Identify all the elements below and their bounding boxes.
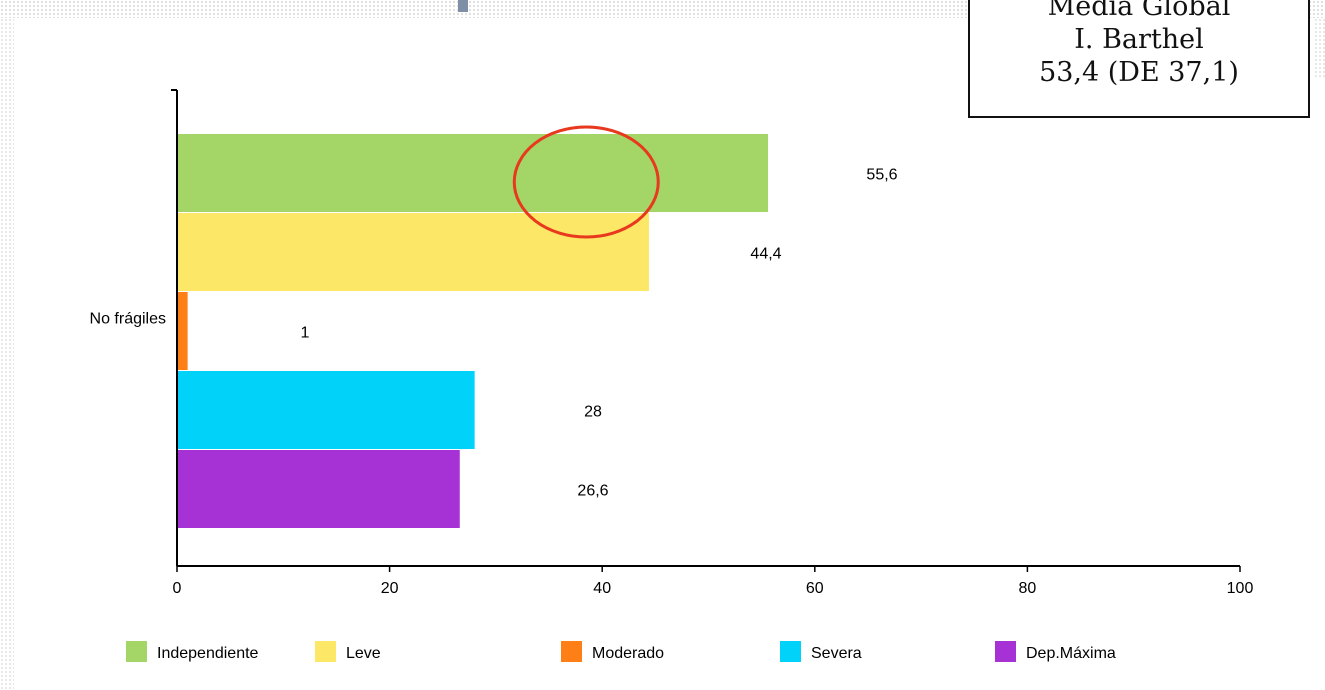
data-label: 44,4: [750, 246, 781, 263]
legend-swatch: [126, 641, 147, 662]
global-mean-box: Media Global I. Barthel 53,4 (DE 37,1): [968, 0, 1310, 118]
global-mean-title: Media Global: [1047, 0, 1231, 22]
category-label: No frágiles: [90, 311, 166, 328]
x-tick-label: 0: [173, 580, 182, 597]
x-tick-label: 80: [1019, 580, 1037, 597]
data-label: 28: [584, 404, 602, 421]
data-labels: 55,6 44,4 1 28 26,6: [301, 167, 898, 500]
x-tick-label: 20: [381, 580, 399, 597]
dotted-left-border: [0, 18, 14, 690]
legend-label: Severa: [811, 645, 862, 662]
x-tick-label: 60: [806, 580, 824, 597]
legend-swatch: [780, 641, 801, 662]
bar-dep-m-xima: [178, 450, 460, 528]
bar-severa: [178, 371, 475, 449]
bar-independiente: [178, 134, 769, 212]
bar-leve: [178, 213, 649, 291]
x-tick-label: 100: [1227, 580, 1254, 597]
dotted-right-border: [1314, 18, 1325, 78]
legend-swatch: [561, 641, 582, 662]
legend-label: Moderado: [592, 645, 664, 662]
legend-swatch: [995, 641, 1016, 662]
bar-series: [178, 134, 769, 528]
data-label: 55,6: [866, 167, 897, 184]
x-axis-ticks: 0 20 40 60 80 100: [173, 566, 1254, 597]
bar-moderado: [178, 292, 188, 370]
legend: Independiente Leve Moderado Severa Dep.Máxim…: [126, 641, 1116, 662]
slide-accent-mark: [458, 0, 468, 12]
legend-label: Independiente: [157, 645, 259, 662]
x-tick-label: 40: [593, 580, 611, 597]
global-mean-value: 53,4 (DE 37,1): [1039, 57, 1239, 88]
data-label: 26,6: [577, 483, 608, 500]
data-label: 1: [301, 325, 310, 342]
highlight-circle: [512, 125, 660, 239]
legend-label: Leve: [346, 645, 381, 662]
legend-swatch: [315, 641, 336, 662]
global-mean-index: I. Barthel: [1074, 24, 1204, 55]
legend-label: Dep.Máxima: [1026, 645, 1116, 662]
